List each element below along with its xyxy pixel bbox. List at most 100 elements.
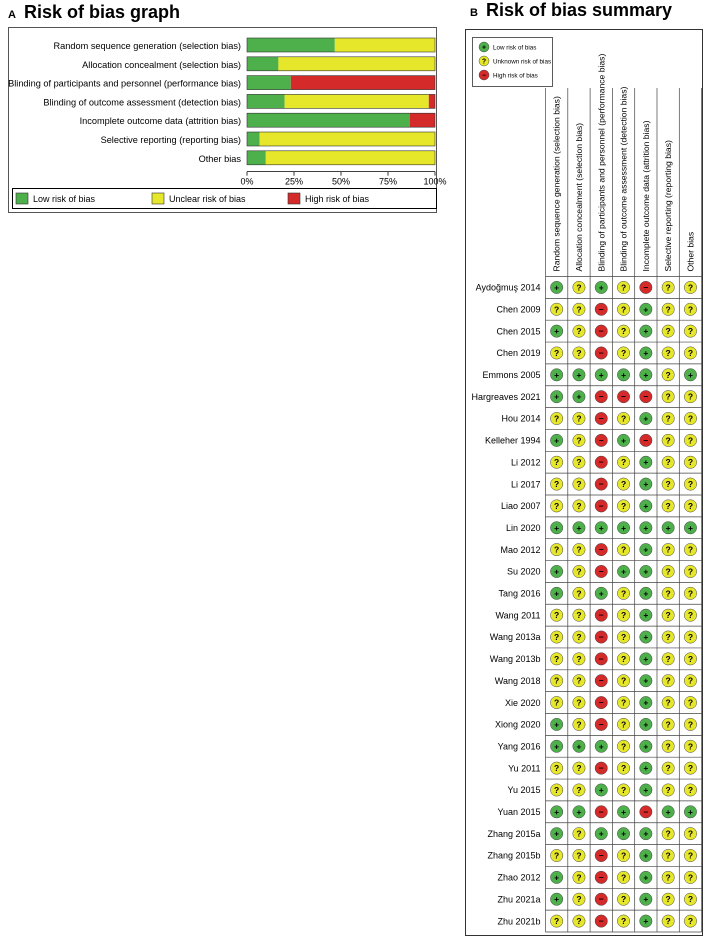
rating-symbol: ? [554,698,559,708]
rating-symbol: ? [666,370,671,380]
study-name: Tang 2016 [498,589,540,599]
rating-unclear-circle [661,892,675,906]
rating-low-circle [639,827,653,841]
rating-symbol: − [599,326,604,336]
rating-unclear-circle [684,739,697,753]
rating-symbol: + [554,282,559,292]
rating-symbol: − [599,414,604,424]
legend-label-high: High risk of bias [305,194,370,204]
study-name: Wang 2013b [490,654,541,664]
rating-symbol: ? [554,632,559,642]
rating-unclear-circle [661,412,675,425]
rating-symbol: ? [666,741,671,751]
rating-symbol: ? [621,632,626,642]
study-name: Zhang 2015a [487,829,540,839]
rating-low-circle [639,761,653,775]
rating-symbol: ? [688,588,693,598]
rating-symbol: ? [621,763,626,773]
rating-unclear-circle [661,455,675,469]
graph-frame [8,27,437,213]
rating-symbol: + [643,414,648,424]
rating-symbol: + [621,370,626,380]
study-name: Wang 2011 [495,610,540,620]
rating-symbol: ? [666,479,671,489]
rating-symbol: ? [621,282,626,292]
rating-low-circle [639,543,653,557]
rating-symbol: − [599,348,604,358]
rating-symbol: ? [666,304,671,314]
rating-low-circle [594,368,608,382]
rating-unclear-circle [684,914,697,928]
rating-unclear-circle [661,630,675,644]
study-name: Aydoğmuş 2014 [476,283,541,293]
rating-high-circle [594,870,608,884]
rating-symbol: + [643,851,648,861]
rating-unclear-circle [661,586,675,600]
rating-unclear-circle [550,543,564,557]
category-label: Incomplete outcome data (attrition bias) [80,116,241,126]
rating-unclear-circle [572,302,586,316]
rating-unclear-circle [550,608,564,622]
rating-unclear-circle [572,696,586,710]
rating-symbol: + [643,785,648,795]
rating-symbol: ? [688,326,693,336]
legend-low-label: Low risk of bias [493,45,536,52]
rating-symbol: + [643,676,648,686]
legend-low-circle [478,41,490,53]
rating-symbol: ? [688,894,693,904]
bar-high-segment [428,94,435,109]
rating-symbol: ? [666,414,671,424]
rating-symbol: ? [666,392,671,402]
rating-symbol: ? [576,763,581,773]
rating-symbol: ? [576,414,581,424]
rating-symbol: + [643,698,648,708]
rating-symbol: + [554,566,559,576]
rating-symbol: − [599,872,604,882]
rating-symbol: ? [666,610,671,620]
rating-unclear-circle [617,586,630,600]
rating-unclear-circle [617,302,630,316]
rating-unclear-circle [684,630,697,644]
bar-outline [246,75,436,90]
rating-symbol: − [643,435,648,445]
rating-symbol: ? [621,654,626,664]
bar-outline [246,37,436,53]
rating-symbol: ? [621,588,626,598]
rating-low-circle [684,805,697,819]
rating-low-circle [639,652,653,666]
rating-symbol: + [643,304,648,314]
column-header: Selective reporting (reporting bias) [663,140,673,271]
rating-symbol: + [643,632,648,642]
rating-low-circle [594,280,608,294]
rating-symbol: ? [576,916,581,926]
rating-unclear-circle [617,280,630,294]
rating-symbol: ? [666,632,671,642]
rating-low-circle [639,586,653,600]
risk-of-bias-graph: Random sequence generation (selection bi… [8,27,447,213]
rating-symbol: + [643,719,648,729]
rating-symbol: ? [666,851,671,861]
study-name: Yu 2015 [507,785,540,795]
rating-unclear-circle [572,412,586,425]
rating-unclear-circle [550,652,564,666]
rating-low-circle [684,521,697,535]
rating-unclear-circle [550,761,564,775]
rating-unclear-circle [684,652,697,666]
rating-symbol: + [688,370,693,380]
rating-unclear-circle [572,433,586,447]
panel-b-title-text: Risk of bias summary [485,0,673,20]
rating-unclear-circle [617,412,630,425]
rating-symbol: ? [576,676,581,686]
rating-symbol: ? [688,435,693,445]
legend-label-low: Low risk of bias [33,194,96,204]
rating-high-circle [594,674,608,688]
bar-low-segment [247,56,279,71]
rating-symbol: ? [621,479,626,489]
rating-low-circle [550,521,564,535]
rating-high-circle [594,346,608,360]
category-label: Allocation concealment (selection bias) [82,60,241,70]
rating-unclear-circle [661,499,675,513]
rating-symbol: + [643,916,648,926]
rating-symbol: ? [621,851,626,861]
study-name: Zhao 2012 [497,873,540,883]
